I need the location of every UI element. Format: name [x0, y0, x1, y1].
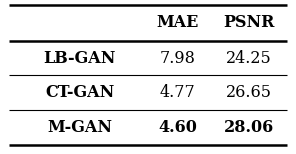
Text: LB-GAN: LB-GAN	[44, 50, 116, 67]
Text: 28.06: 28.06	[223, 119, 274, 136]
Text: M-GAN: M-GAN	[47, 119, 112, 136]
Text: 7.98: 7.98	[160, 50, 196, 67]
Text: 26.65: 26.65	[226, 84, 272, 101]
Text: MAE: MAE	[156, 14, 199, 31]
Text: 24.25: 24.25	[226, 50, 271, 67]
Text: CT-GAN: CT-GAN	[45, 84, 115, 101]
Text: PSNR: PSNR	[223, 14, 274, 31]
Text: 4.77: 4.77	[160, 84, 195, 101]
Text: 4.60: 4.60	[158, 119, 197, 136]
